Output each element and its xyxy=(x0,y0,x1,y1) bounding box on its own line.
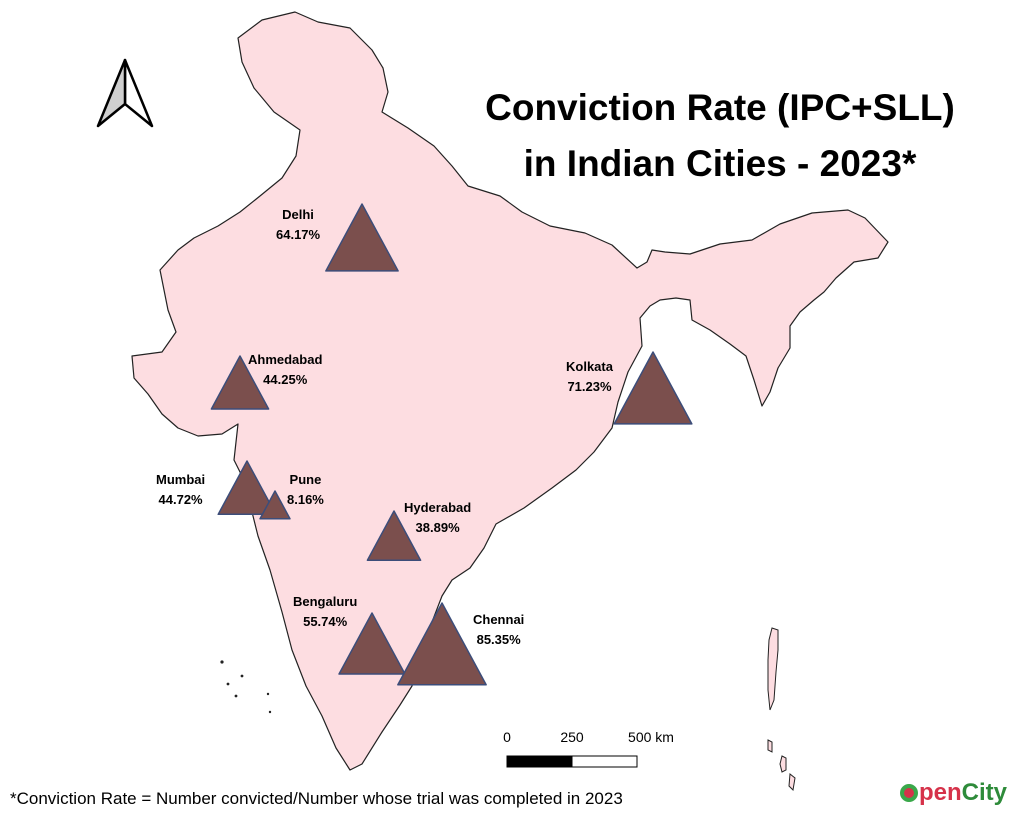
triangle-marker-mumbai xyxy=(217,460,277,516)
map-title-line-1: Conviction Rate (IPC+SLL) xyxy=(485,87,955,128)
city-name: Bengaluru xyxy=(293,594,358,609)
city-value: 44.25% xyxy=(263,372,308,387)
city-label-kolkata: Kolkata 71.23% xyxy=(566,357,613,397)
city-name: Ahmedabad xyxy=(248,352,323,367)
map-title-line-2: in Indian Cities - 2023* xyxy=(523,143,917,184)
logo-text-pen: pen xyxy=(919,779,962,806)
triangle-marker-bengaluru xyxy=(338,612,406,675)
scale-bar xyxy=(506,755,638,768)
city-name: Pune xyxy=(289,472,322,487)
nicobar-island xyxy=(779,755,787,773)
city-name: Kolkata xyxy=(566,359,613,374)
map-title: Conviction Rate (IPC+SLL) in Indian Citi… xyxy=(455,80,985,192)
city-label-pune: Pune 8.16% xyxy=(287,470,324,510)
triangle-marker-chennai xyxy=(397,602,487,686)
scale-bar-label-250: 250 xyxy=(560,729,584,745)
logo-text-city: City xyxy=(961,779,1008,806)
city-label-mumbai: Mumbai 44.72% xyxy=(156,470,205,510)
city-label-ahmedabad: Ahmedabad 44.25% xyxy=(248,350,322,390)
triangle-marker-pune xyxy=(259,490,291,520)
logo-o-icon xyxy=(900,784,918,802)
city-value: 55.74% xyxy=(303,614,348,629)
city-value: 64.17% xyxy=(276,227,321,242)
india-landmass xyxy=(131,11,889,771)
andaman-island xyxy=(767,627,779,711)
city-value: 8.16% xyxy=(287,492,324,507)
triangle-marker-delhi xyxy=(325,203,399,272)
city-value: 44.72% xyxy=(158,492,203,507)
triangle-marker-kolkata xyxy=(613,351,693,425)
city-name: Chennai xyxy=(473,612,525,627)
city-markers xyxy=(210,203,693,686)
city-value: 71.23% xyxy=(567,379,612,394)
city-value: 85.35% xyxy=(476,632,521,647)
city-label-hyderabad: Hyderabad 38.89% xyxy=(404,498,471,538)
opencity-logo: pen City xyxy=(900,777,1007,809)
nicobar-island xyxy=(767,739,773,753)
footnote: *Conviction Rate = Number convicted/Numb… xyxy=(10,789,623,808)
city-label-delhi: Delhi 64.17% xyxy=(276,205,320,245)
city-value: 38.89% xyxy=(415,520,460,535)
lakshadweep-islands xyxy=(220,660,272,714)
triangle-marker-ahmedabad xyxy=(210,355,270,410)
city-name: Hyderabad xyxy=(404,500,472,515)
scale-bar-label-500: 500 km xyxy=(628,729,674,745)
triangle-marker-hyderabad xyxy=(366,510,422,561)
city-name: Delhi xyxy=(282,207,314,222)
city-label-chennai: Chennai 85.35% xyxy=(473,610,524,650)
scale-bar-label-0: 0 xyxy=(503,729,511,745)
city-label-bengaluru: Bengaluru 55.74% xyxy=(293,592,357,632)
nicobar-island xyxy=(788,773,796,792)
north-arrow-icon xyxy=(96,58,154,128)
city-name: Mumbai xyxy=(156,472,206,487)
